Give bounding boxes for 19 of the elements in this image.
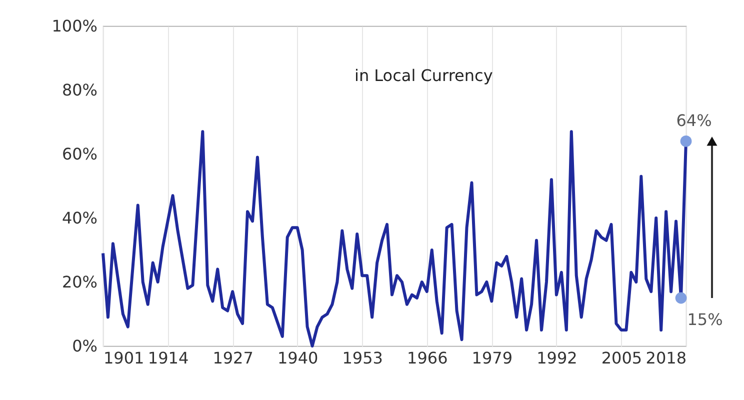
y-tick-label: 20%	[62, 272, 98, 292]
x-tick-label: 1927	[212, 348, 254, 368]
text: in Local Currency	[354, 66, 493, 85]
x-tick-label: 2005	[601, 348, 642, 368]
y-tick-label: 80%	[62, 80, 98, 100]
x-tick-label: 1992	[536, 348, 578, 368]
y-tick-label: 40%	[62, 208, 98, 228]
x-tick-label: 2018	[646, 348, 686, 368]
x-tick-label: 1901	[104, 348, 144, 368]
x-tick-label: 1940	[277, 348, 318, 368]
x-tick-label: 1914	[148, 348, 189, 368]
y-tick-label: 60%	[62, 144, 98, 164]
y-tick-label: 0%	[72, 336, 98, 356]
data-label: 15%	[687, 310, 723, 329]
data-label: 64%	[676, 111, 712, 130]
x-tick-label: 1953	[342, 348, 383, 368]
y-tick-label: 100%	[52, 16, 98, 36]
x-tick-label: 1979	[472, 348, 513, 368]
x-tick-label: 1966	[407, 348, 448, 368]
